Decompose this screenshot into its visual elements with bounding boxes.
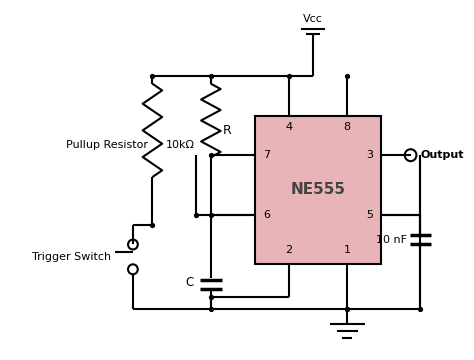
Bar: [255, 116, 382, 264]
Text: 3: 3: [366, 150, 373, 160]
Text: 6: 6: [263, 210, 270, 220]
Text: 10kΩ: 10kΩ: [166, 140, 195, 150]
Text: 4: 4: [285, 122, 292, 132]
Text: C: C: [185, 276, 193, 289]
Text: 10 nF: 10 nF: [376, 234, 407, 244]
Text: 7: 7: [263, 150, 270, 160]
Text: R: R: [223, 124, 231, 137]
Text: 5: 5: [366, 210, 373, 220]
Text: 1: 1: [344, 246, 351, 256]
Text: NE555: NE555: [291, 183, 346, 197]
Text: Trigger Switch: Trigger Switch: [32, 252, 111, 262]
Text: Pullup Resistor: Pullup Resistor: [65, 140, 147, 150]
Text: 2: 2: [285, 246, 292, 256]
Text: Vcc: Vcc: [303, 14, 323, 24]
Text: Output: Output: [420, 150, 464, 160]
Text: 8: 8: [344, 122, 351, 132]
